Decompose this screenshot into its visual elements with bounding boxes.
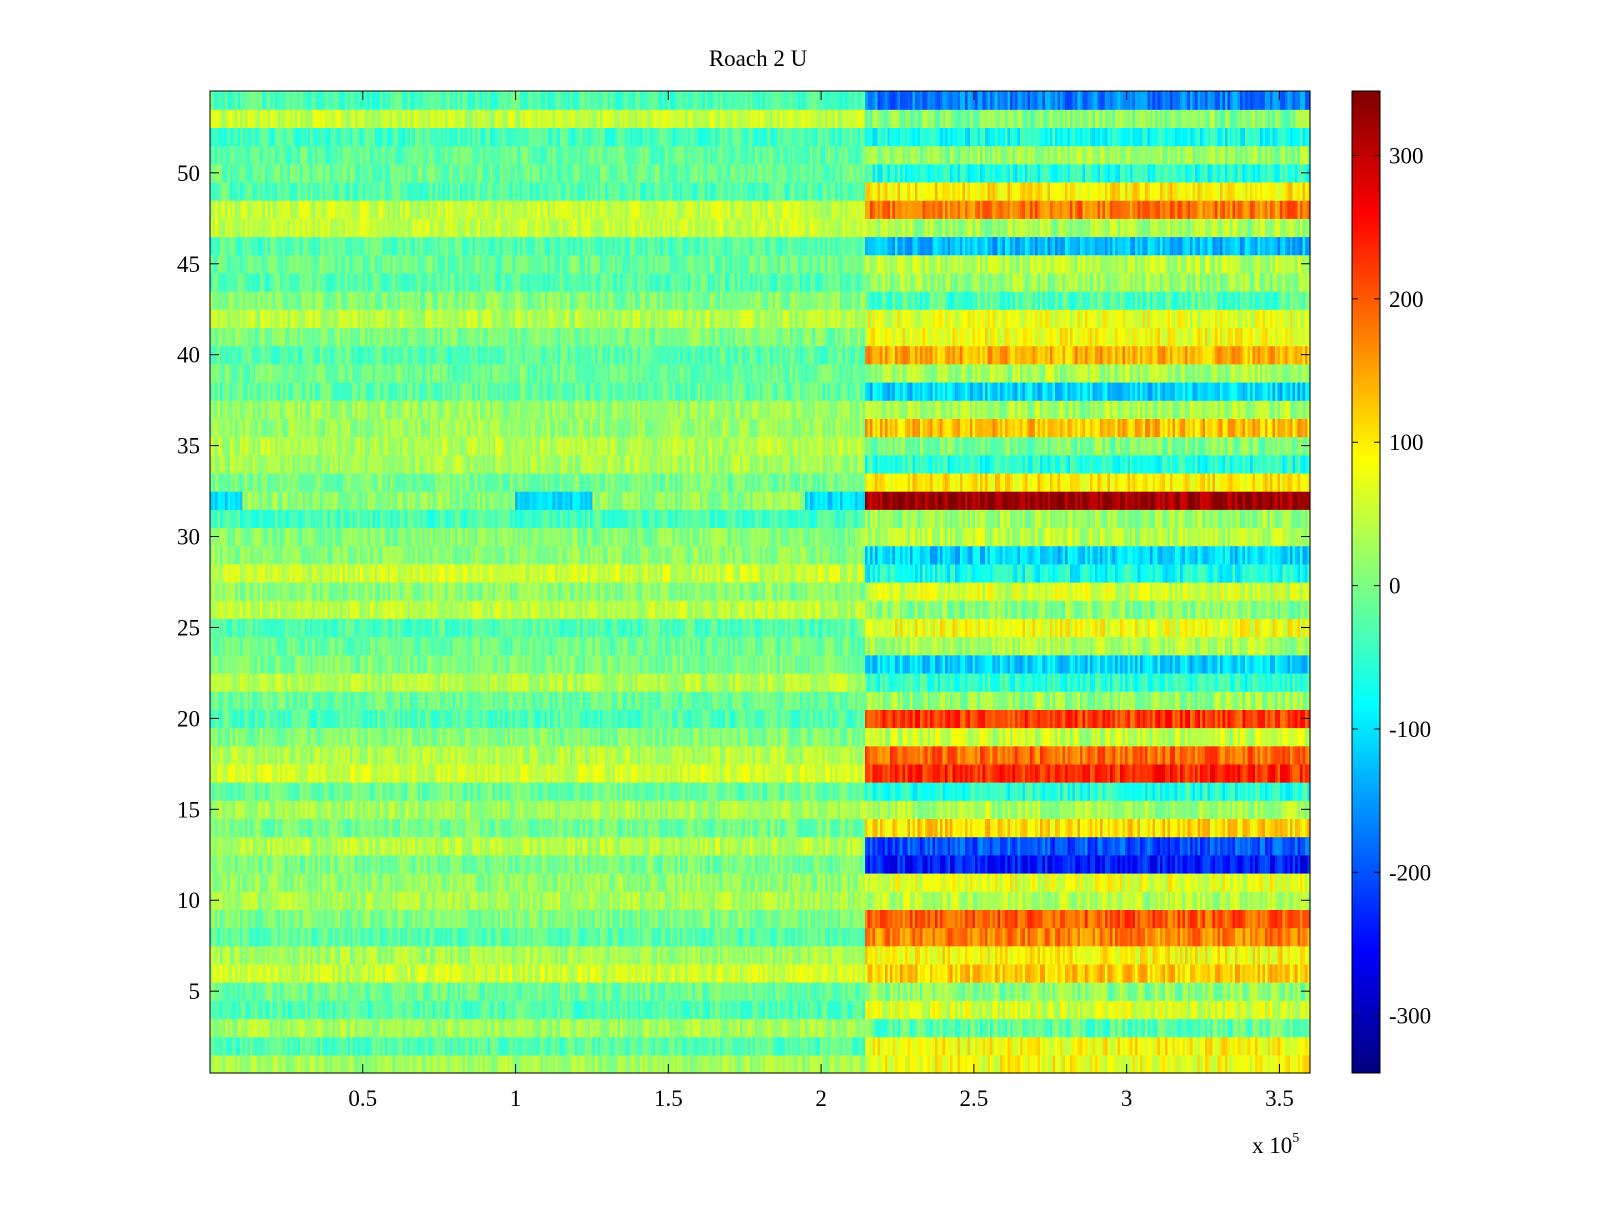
chart-title: Roach 2 U — [709, 46, 808, 71]
heatmap-cells — [210, 91, 1311, 1074]
